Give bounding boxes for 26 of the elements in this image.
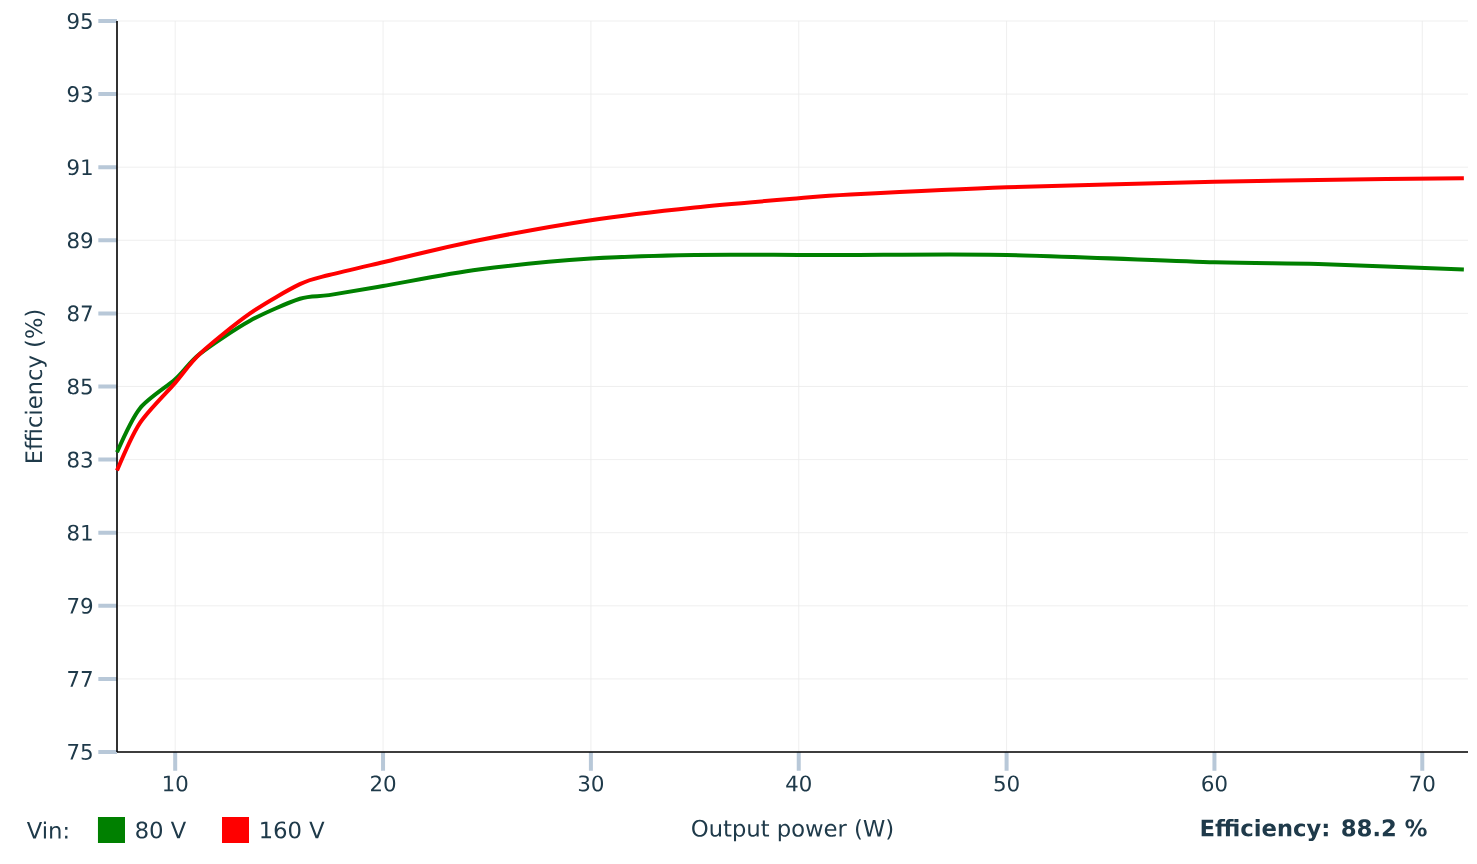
line-series [115, 252, 1466, 455]
y-tick-label: 77 [68, 671, 92, 687]
y-tick-label: 91 [67, 159, 92, 176]
x-tick-label: 50 [994, 775, 1019, 792]
y-tick-label: 85 [67, 378, 92, 395]
x-tick-label: 20 [371, 775, 396, 792]
y-tick-label: 81 [67, 524, 92, 541]
x-tick-label: 30 [578, 775, 604, 792]
x-tick-label: 40 [786, 775, 811, 792]
x-tick-label: 10 [163, 775, 188, 792]
x-axis-title: Output power (W) [692, 819, 893, 842]
y-axis-title: Efficiency (%) [24, 310, 47, 463]
y-tick-label: 83 [67, 451, 92, 468]
y-tick-label: 87 [67, 305, 92, 322]
legend-label: 160 V [261, 821, 325, 839]
y-tick-label: 95 [67, 12, 92, 30]
y-tick-label: 75 [68, 744, 92, 760]
legend-title: Vin: [26, 821, 68, 839]
x-tick-label: 70 [1410, 775, 1435, 792]
text: Efficiency: 88.2 % [1201, 818, 1427, 842]
y-tick-label: 89 [67, 232, 93, 249]
line-series [115, 176, 1466, 473]
x-tick-label: 60 [1202, 775, 1227, 792]
y-tick-label: 93 [67, 86, 92, 103]
y-tick-label: 79 [68, 597, 93, 614]
legend-label: 80 V [136, 821, 187, 839]
